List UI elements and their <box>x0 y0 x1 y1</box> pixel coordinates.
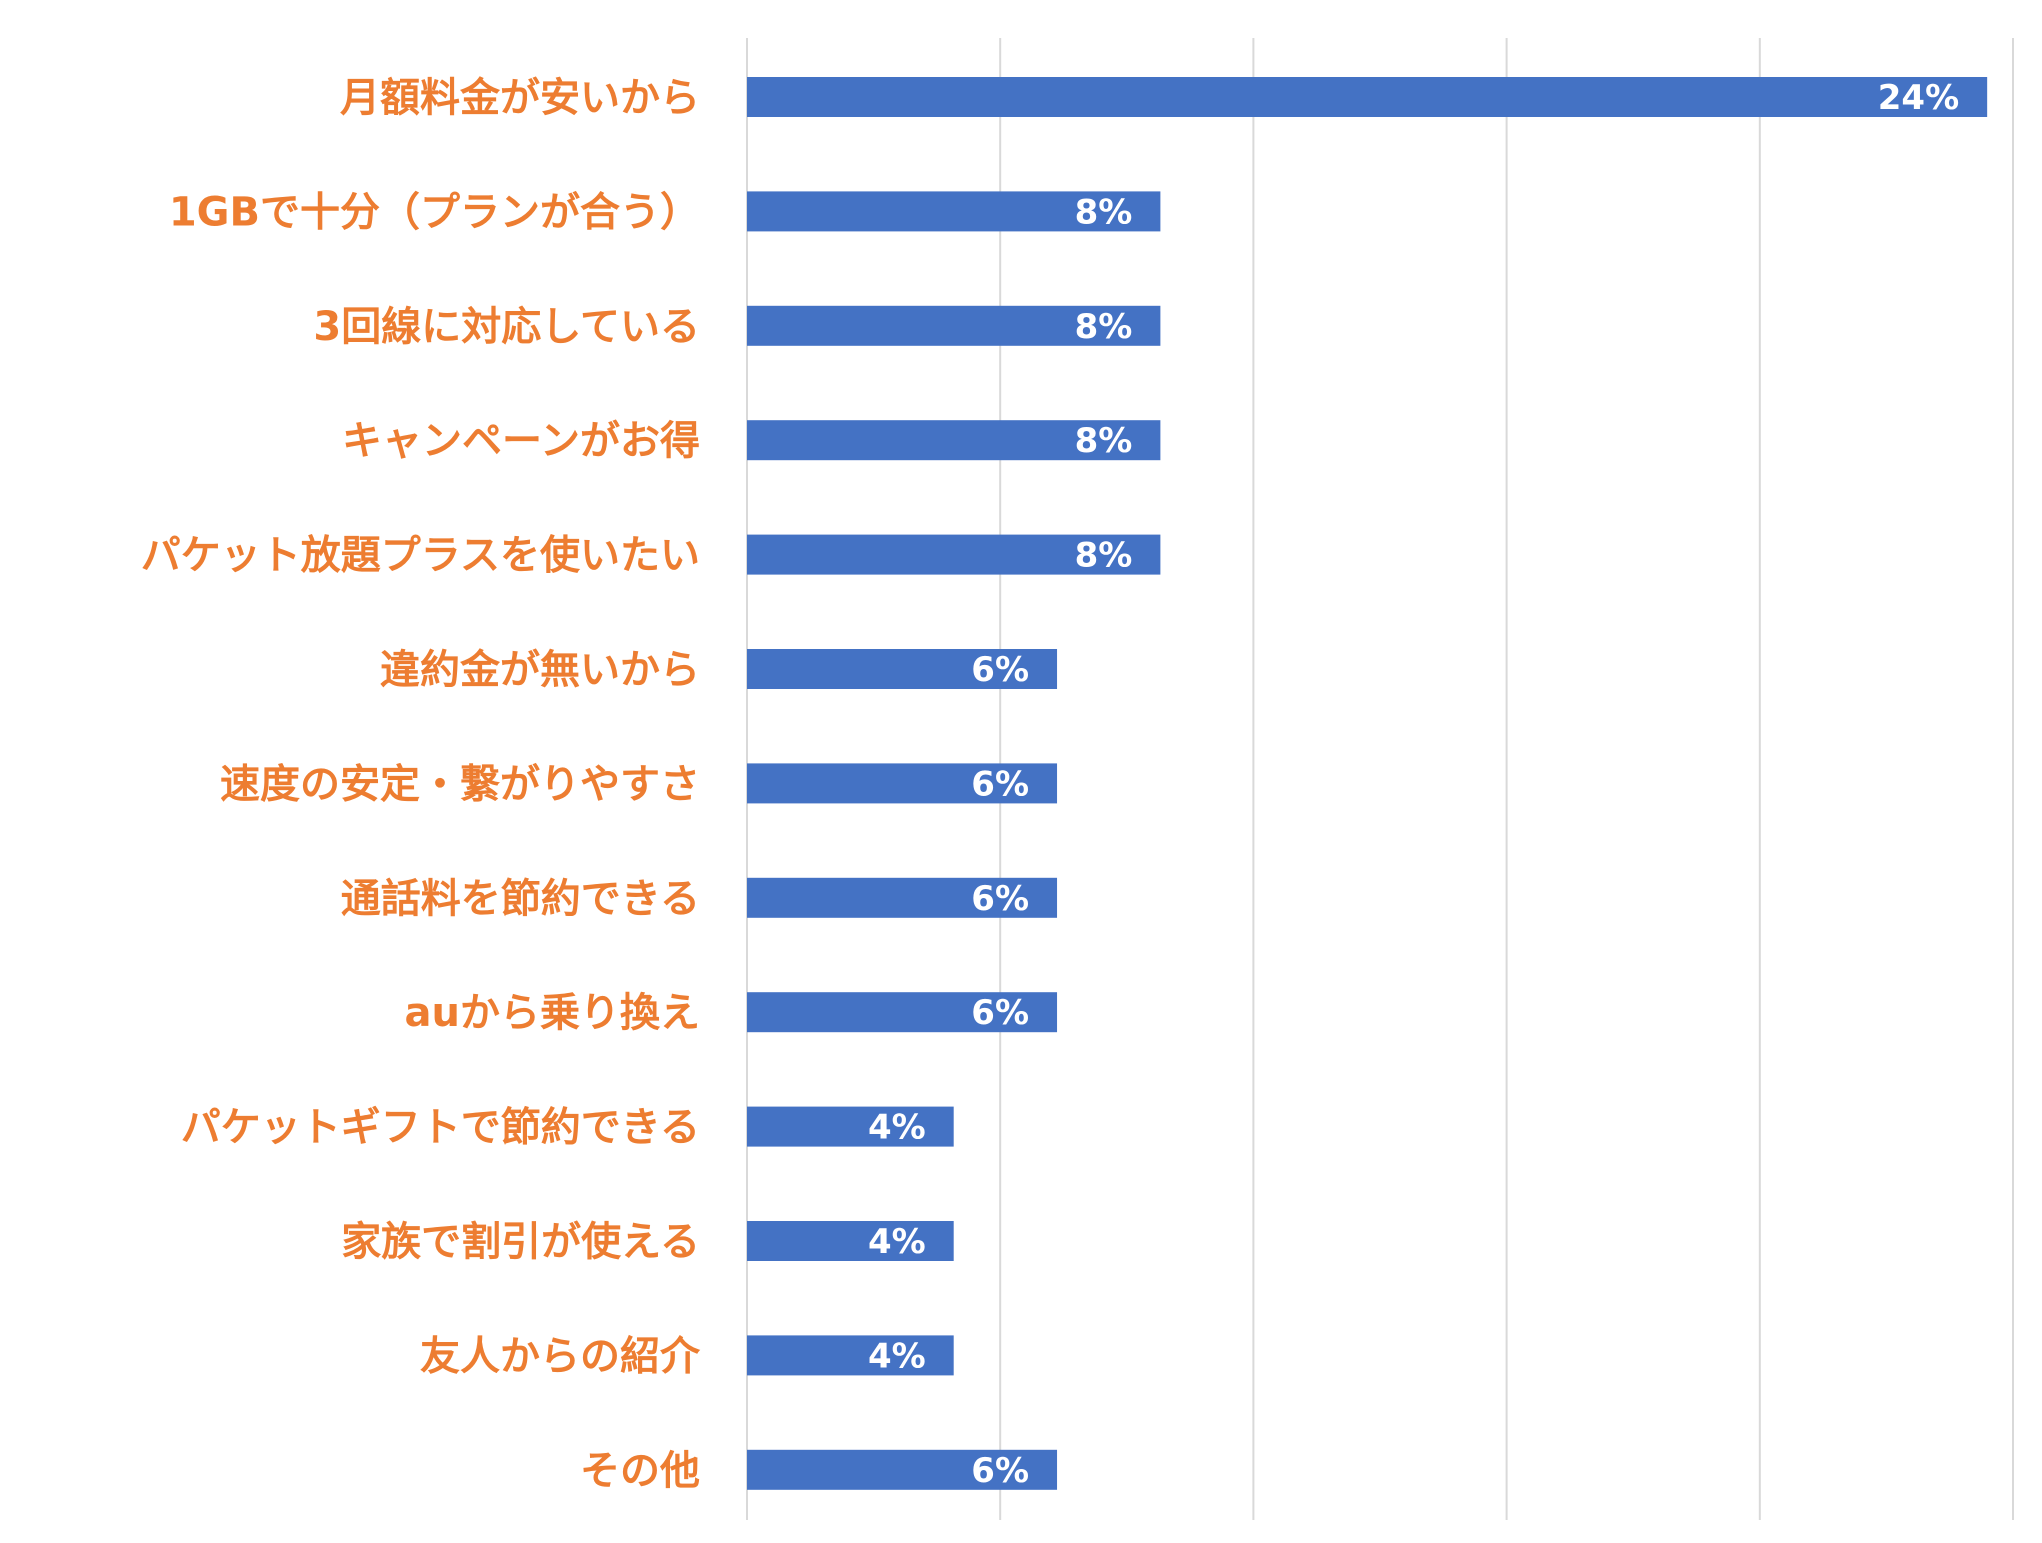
category-label-12: その他 <box>580 1448 700 1494</box>
data-label-2: 8% <box>1075 307 1133 347</box>
data-label-3: 8% <box>1075 421 1133 461</box>
bar-0 <box>747 77 1988 117</box>
data-label-4: 8% <box>1075 536 1133 576</box>
category-label-9: パケットギフトで節約できる <box>181 1105 700 1151</box>
bars: 24% 8% 8% 8% 8% 6% 6% 6% 6% 4% 4% 4% 6% <box>747 77 1988 1491</box>
bar-6 <box>747 763 1058 804</box>
data-label-6: 6% <box>971 764 1029 804</box>
bar-10 <box>747 1221 954 1261</box>
bar-3 <box>747 420 1161 461</box>
bar-8 <box>747 992 1058 1033</box>
bar-5 <box>747 649 1058 689</box>
category-label-3: キャンペーンがお得 <box>342 418 700 464</box>
data-label-1: 8% <box>1075 192 1133 232</box>
gridlines <box>746 38 2014 1520</box>
category-label-11: 友人からの紹介 <box>420 1333 701 1379</box>
category-label-4: パケット放題プラスを使いたい <box>141 533 700 579</box>
category-label-10: 家族で割引が使える <box>341 1219 700 1265</box>
bar-2 <box>747 305 1161 346</box>
category-label-8: auから乗り換え <box>405 990 700 1036</box>
bar-12 <box>747 1449 1058 1490</box>
category-label-1: 1GBで十分（プランが合う） <box>169 189 700 235</box>
data-label-12: 6% <box>971 1451 1029 1491</box>
category-labels: 月額料金が安いから 1GBで十分（プランが合う） 3回線に対応しているキャンペーンが… <box>141 75 701 1494</box>
data-label-11: 4% <box>868 1336 926 1376</box>
bar-11 <box>747 1335 954 1376</box>
category-label-0: 月額料金が安いから <box>340 75 700 121</box>
category-label-2: 3回線に対応している <box>313 304 700 350</box>
bar-4 <box>747 534 1161 575</box>
data-label-7: 6% <box>971 879 1029 919</box>
data-label-9: 4% <box>868 1108 926 1148</box>
category-label-5: 違約金が無いから <box>380 647 700 693</box>
bar-7 <box>747 877 1058 918</box>
bar-9 <box>747 1106 954 1147</box>
bar-1 <box>747 191 1161 232</box>
data-label-8: 6% <box>971 993 1029 1033</box>
category-label-6: 速度の安定・繋がりやすさ <box>220 761 700 807</box>
data-label-10: 4% <box>868 1222 926 1262</box>
data-label-0: 24% <box>1878 78 1959 118</box>
data-label-5: 6% <box>971 650 1029 690</box>
category-label-7: 通話料を節約できる <box>341 876 700 922</box>
